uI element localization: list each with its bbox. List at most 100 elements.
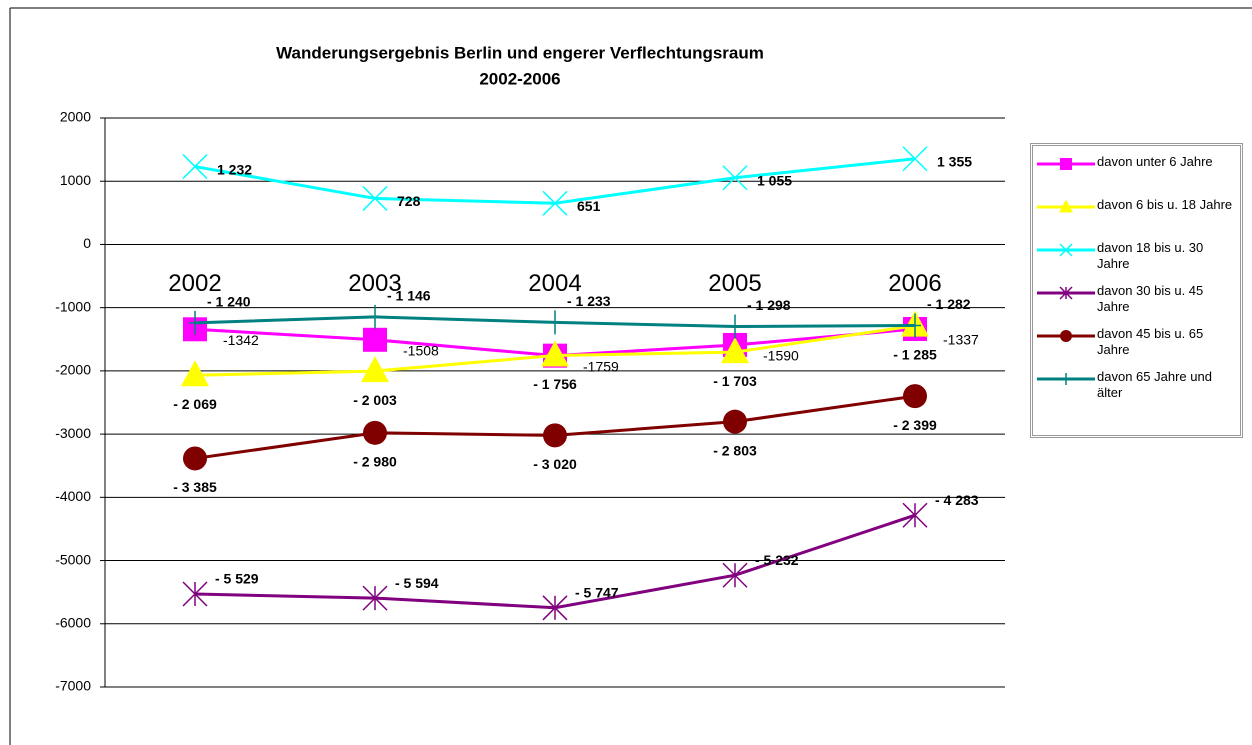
value-label: 1 232	[217, 161, 252, 177]
y-tick-label: -5000	[55, 551, 91, 567]
value-label: - 1 146	[387, 288, 431, 304]
legend-icon	[1037, 158, 1095, 170]
marker	[363, 420, 387, 445]
marker	[363, 327, 387, 352]
y-tick-label: -6000	[55, 614, 91, 630]
y-tick-label: -1000	[55, 298, 91, 314]
marker	[1060, 158, 1072, 170]
series: 1 232 728 651 1 055 1 355	[182, 146, 972, 216]
x-tick-label: 2005	[708, 270, 761, 297]
marker	[181, 360, 209, 387]
value-label: - 1 298	[747, 297, 791, 313]
marker	[182, 154, 208, 180]
value-label: - 1 285	[893, 346, 937, 362]
value-label: - 2 003	[353, 392, 397, 408]
legend-entry: davon 18 bis u. 30 Jahre	[1033, 236, 1243, 276]
value-label: - 3 020	[533, 456, 577, 472]
value-label: - 3 385	[173, 479, 217, 495]
value-label: - 2 803	[713, 442, 757, 458]
value-label: - 2 980	[353, 454, 397, 470]
marker	[369, 304, 381, 329]
y-tick-label: 0	[83, 235, 91, 251]
value-label: - 5 747	[575, 584, 619, 600]
marker	[541, 340, 569, 367]
value-label: - 5 232	[755, 552, 799, 568]
marker	[729, 314, 741, 339]
marker	[903, 384, 927, 409]
value-label: - 1 282	[927, 296, 971, 312]
value-label: - 1 240	[207, 294, 251, 310]
legend-entry: davon 65 Jahre und älter	[1033, 365, 1243, 405]
marker	[362, 585, 388, 611]
marker	[721, 337, 749, 364]
series: - 5 529 - 5 594 - 5 747 - 5 232 - 4 283	[182, 492, 979, 621]
series: - 3 385 - 2 980 - 3 020 - 2 803 - 2 399	[173, 384, 937, 495]
marker	[902, 146, 928, 172]
value-label: 651	[577, 198, 601, 214]
x-tick-label: 2003	[348, 270, 401, 297]
legend-icon	[1037, 199, 1095, 213]
marker	[362, 185, 388, 211]
value-label: -1508	[403, 342, 439, 358]
marker	[361, 356, 389, 383]
y-tick-label: -7000	[55, 678, 91, 694]
value-label: - 4 283	[935, 492, 979, 508]
marker	[182, 581, 208, 607]
y-tick-label: -3000	[55, 425, 91, 441]
series: - 2 069 - 2 003 - 1 756 - 1 703 - 1 285	[173, 310, 937, 412]
value-label: - 5 529	[215, 571, 259, 587]
value-label: - 1 233	[567, 293, 611, 309]
marker	[722, 562, 748, 588]
marker	[542, 595, 568, 621]
legend-icon	[1037, 373, 1095, 385]
marker	[902, 502, 928, 528]
legend-icon	[1037, 330, 1095, 342]
marker	[1059, 286, 1073, 300]
chart-subtitle: 2002-2006	[479, 69, 560, 88]
value-label: 728	[397, 193, 421, 209]
legend-label: davon 18 bis u. 30 Jahre	[1097, 240, 1204, 271]
series-line	[194, 513, 916, 610]
marker	[909, 313, 921, 338]
legend-icon	[1037, 286, 1095, 300]
legend-label: davon 45 bis u. 65 Jahre	[1097, 326, 1204, 357]
legend-icon	[1037, 243, 1095, 257]
x-tick-label: 2004	[528, 270, 581, 297]
value-label: -1342	[223, 332, 259, 348]
legend-entry: davon 45 bis u. 65 Jahre	[1033, 322, 1243, 362]
chart-title: Wanderungsergebnis Berlin und engerer Ve…	[276, 43, 764, 62]
x-tick-label: 2002	[168, 270, 221, 297]
value-label: 1 055	[757, 172, 792, 188]
value-label: -1759	[583, 358, 619, 374]
value-label: -1337	[943, 332, 979, 348]
value-label: 1 355	[937, 153, 972, 169]
value-label: - 2 399	[893, 417, 937, 433]
marker	[543, 423, 567, 448]
legend: davon unter 6 Jahre davon 6 bis u. 18 Jah…	[1030, 143, 1243, 438]
marker	[189, 310, 201, 335]
marker	[183, 446, 207, 471]
y-tick-label: 2000	[60, 109, 91, 125]
marker	[1060, 330, 1072, 342]
marker	[542, 190, 568, 216]
y-tick-label: -2000	[55, 362, 91, 378]
marker	[1059, 243, 1073, 257]
legend-label: davon 65 Jahre und älter	[1097, 369, 1212, 400]
series: - 1 240 - 1 146 - 1 233 - 1 298 - 1 282	[189, 288, 971, 339]
x-tick-label: 2006	[888, 270, 941, 297]
y-tick-label: -4000	[55, 488, 91, 504]
value-label: -1590	[763, 348, 799, 364]
y-tick-label: 1000	[60, 172, 91, 188]
legend-entry: davon 6 bis u. 18 Jahre	[1033, 193, 1243, 233]
legend-label: davon 6 bis u. 18 Jahre	[1097, 197, 1233, 212]
value-label: - 5 594	[395, 575, 439, 591]
legend-label: davon unter 6 Jahre	[1097, 154, 1213, 169]
legend-entry: davon unter 6 Jahre	[1033, 150, 1243, 190]
marker	[723, 409, 747, 434]
value-label: - 1 703	[713, 373, 757, 389]
marker	[722, 165, 748, 191]
value-label: - 2 069	[173, 396, 217, 412]
marker	[549, 310, 561, 335]
